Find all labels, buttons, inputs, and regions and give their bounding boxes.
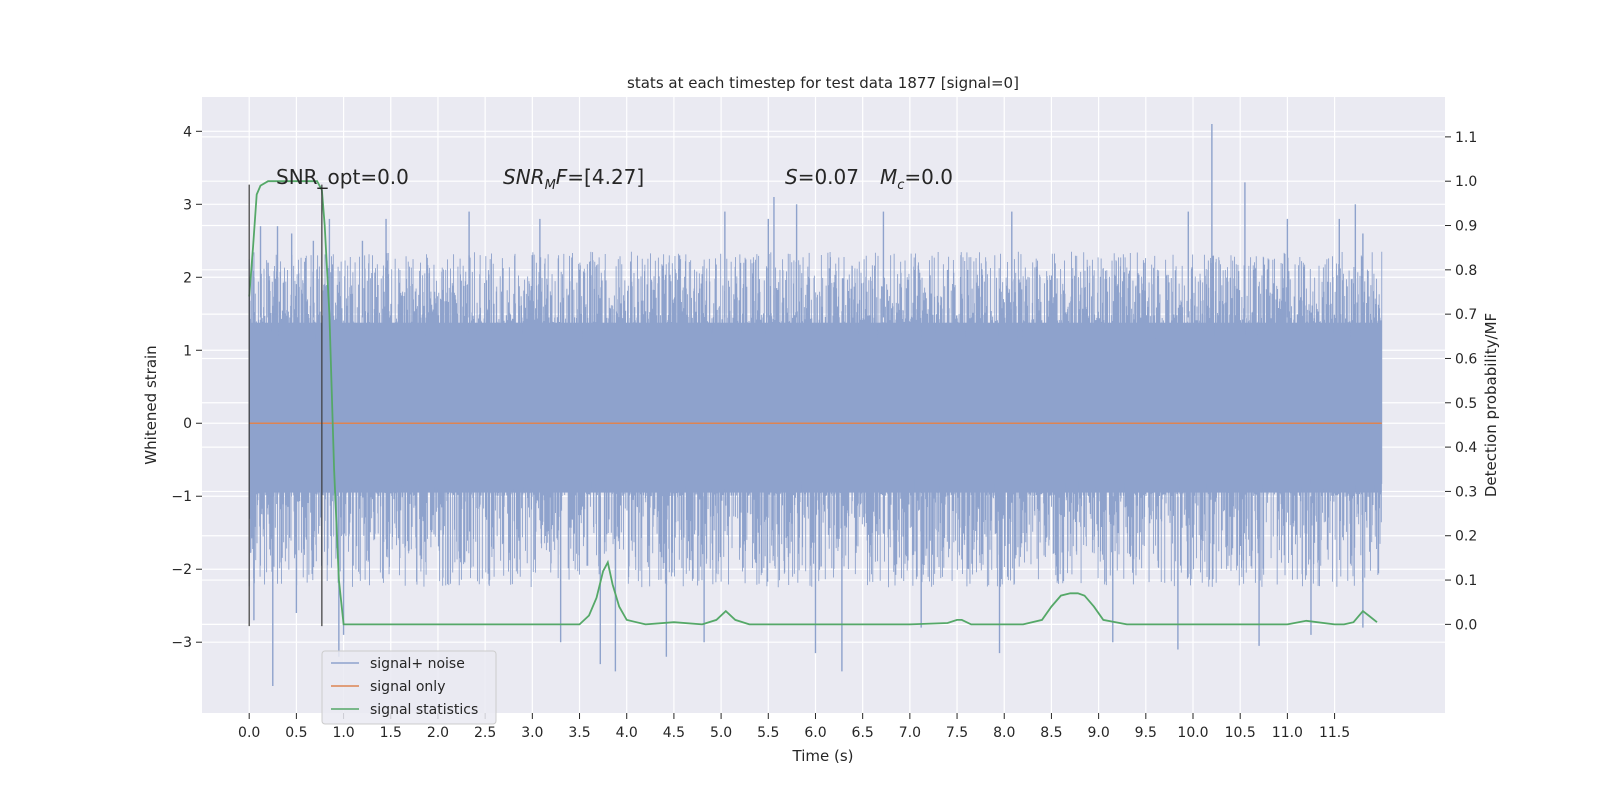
legend-label-signal-noise: signal+ noise [370,656,465,672]
x-tick-label: 3.5 [568,725,590,741]
x-tick-label: 5.0 [710,725,732,741]
x-tick-label: 9.5 [1135,725,1157,741]
x-tick-label: 8.0 [993,725,1015,741]
y-tick-label-right: 0.9 [1455,219,1477,235]
x-tick-label: 3.0 [521,725,543,741]
y-tick-label-left: −2 [171,562,192,578]
x-tick-label: 0.0 [238,725,260,741]
vertical-markers [248,184,323,627]
s-annotation: S=0.07 [785,165,859,189]
y-tick-label-left: −3 [171,635,192,651]
x-tick-label: 4.0 [616,725,638,741]
mc-annotation: Mc=0.0 [880,165,953,193]
y-tick-label-right: 0.0 [1455,617,1477,633]
y-tick-label-right: 0.6 [1455,351,1477,367]
legend-box [321,650,497,725]
y-tick-label-right: 1.0 [1455,174,1477,190]
y-tick-label-right: 0.3 [1455,484,1477,500]
x-tick-label: 9.0 [1087,725,1109,741]
y-tick-label-right: 0.5 [1455,396,1477,412]
y-tick-label-right: 0.1 [1455,573,1477,589]
x-tick-label: 1.5 [380,725,402,741]
y-tick-label-right: 0.8 [1455,263,1477,279]
x-tick-label: 0.5 [285,725,307,741]
chart-title: stats at each timestep for test data 187… [627,74,1019,92]
x-tick-label: 2.5 [474,725,496,741]
ticks-layer: 0.0 0.5 1.0 1.5 2.0 2.5 3.0 3.5 4.0 4.5 5.0 5.5 6.0 6… [171,124,1477,741]
x-tick-label: 11.5 [1319,725,1350,741]
x-tick-label: 11.0 [1272,725,1303,741]
y-axis-label-left: Whitened strain [142,345,160,464]
y-tick-label-left: 1 [183,343,192,359]
x-tick-label: 1.0 [332,725,354,741]
y-tick-label-left: 3 [183,197,192,213]
x-tick-label: 6.5 [852,725,874,741]
y-tick-label-right: 0.4 [1455,440,1477,456]
y-tick-label-left: 0 [183,416,192,432]
legend: signal+ noise signal only signal statist… [321,650,497,725]
legend-label-signal-only: signal only [370,679,445,695]
y-tick-label-left: 4 [183,124,192,140]
y-tick-label-right: 1.1 [1455,130,1477,146]
x-tick-label: 5.5 [757,725,779,741]
x-tick-label: 10.5 [1225,725,1256,741]
legend-label-signal-statistics: signal statistics [370,702,478,718]
y-axis-label-right: Detection probability/MF [1482,313,1500,497]
y-tick-label-left: −1 [171,489,192,505]
x-tick-label: 7.0 [899,725,921,741]
x-tick-label: 6.0 [804,725,826,741]
x-tick-label: 4.5 [663,725,685,741]
snr-mf-annotation: SNRMF=[4.27] [503,165,644,193]
y-tick-label-right: 0.2 [1455,529,1477,545]
x-tick-label: 7.5 [946,725,968,741]
signal-noise-series [248,124,1383,686]
x-tick-label: 8.5 [1040,725,1062,741]
snr-opt-annotation: SNR_opt=0.0 [276,165,409,189]
y-tick-label-left: 2 [183,270,192,286]
x-axis-label: Time (s) [792,747,854,765]
x-tick-label: 2.0 [427,725,449,741]
y-tick-label-right: 0.7 [1455,307,1477,323]
x-tick-label: 10.0 [1177,725,1208,741]
